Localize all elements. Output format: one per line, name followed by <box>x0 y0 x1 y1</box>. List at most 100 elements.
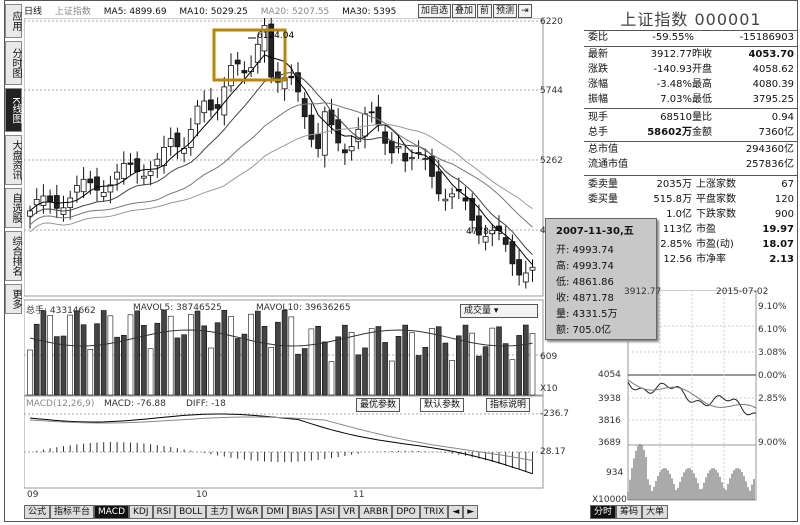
candle-body <box>462 197 469 202</box>
volume-bar <box>154 322 161 396</box>
volume-total: 总手: 43314662 <box>26 306 96 316</box>
volume-bar <box>100 310 107 396</box>
diff-value: DIFF: -18 <box>186 399 226 409</box>
indicator-tab-14[interactable]: TRIX <box>419 505 449 519</box>
volume-bar <box>268 346 274 396</box>
indicator-tab-9[interactable]: BIAS <box>287 505 317 519</box>
volume-bar <box>255 310 261 396</box>
prev-button[interactable]: 前 <box>477 4 493 18</box>
volume-bar <box>395 335 402 396</box>
candle-body <box>221 86 228 116</box>
indicator-tab-5[interactable]: BOLL <box>175 505 207 519</box>
indicator-tab-6[interactable]: 主力 <box>206 505 233 519</box>
volume-bar <box>114 336 120 396</box>
indicator-tab-16[interactable]: ► <box>463 505 479 519</box>
volume-bar <box>288 316 295 396</box>
tooltip-open: 开: 4993.74 <box>556 245 614 256</box>
zhangdie-value: -140.93 <box>653 64 692 75</box>
indicator-tab-10[interactable]: ASI <box>316 505 340 519</box>
xiadie-label: 下跌家数 <box>696 209 736 220</box>
optimal-params-button[interactable]: 最优参数 <box>356 398 401 412</box>
indicator-tab-13[interactable]: DPO <box>392 505 420 519</box>
volume-bar <box>94 323 100 396</box>
volume-bar <box>241 333 248 396</box>
indicator-tab-7[interactable]: W&R <box>232 505 263 519</box>
intraday-axis-3938: 3938 <box>598 394 621 404</box>
volume-bar <box>134 310 140 396</box>
add-favorite-button[interactable]: 加自选 <box>418 4 452 18</box>
indicator-tab-12[interactable]: ARBR <box>359 505 393 519</box>
weimai-label: 委卖量 <box>588 179 618 190</box>
shangzhang-value: 67 <box>781 179 794 190</box>
tooltip-low: 低: 4861.86 <box>556 277 614 288</box>
zuoshou-label: 昨收 <box>692 49 712 60</box>
right-tab-1[interactable]: 筹码 <box>616 505 643 519</box>
volume-dropdown[interactable]: 成交量 ▾ <box>460 304 538 318</box>
volume-bar <box>33 323 40 396</box>
shijing-label: 市净率 <box>696 254 726 265</box>
candle-body <box>375 106 382 126</box>
indicator-tab-2[interactable]: MACD <box>94 505 130 519</box>
volume-bar <box>40 310 47 396</box>
indicator-tab-4[interactable]: RSI <box>152 505 176 519</box>
liutong-value: 257836亿 <box>745 159 794 170</box>
candle-body <box>254 43 261 63</box>
volume-bar <box>455 335 462 396</box>
tab-intraday[interactable]: 分时图 <box>5 41 22 85</box>
volume-bar <box>228 316 234 396</box>
kline-chart[interactable] <box>24 18 544 505</box>
forecast-button[interactable]: 预测 <box>493 4 518 18</box>
volume-bar <box>489 327 496 396</box>
right-tab-0[interactable]: 分时 <box>590 505 617 519</box>
pingpan-value: 120 <box>774 194 794 205</box>
tab-more[interactable]: 更多 <box>5 284 22 314</box>
indicator-help-button[interactable]: 指标说明 <box>486 398 531 412</box>
shiying-label: 市盈 <box>696 224 716 235</box>
indicator-tab-0[interactable]: 公式 <box>24 505 51 519</box>
tab-market-news[interactable]: 大盘资讯 <box>5 135 22 185</box>
volume-bar <box>121 334 127 396</box>
candle-body <box>509 241 516 265</box>
volume-bar <box>469 332 476 396</box>
indicator-tab-3[interactable]: KDJ <box>129 505 153 519</box>
indicator-tab-8[interactable]: DMI <box>262 505 288 519</box>
volume-axis-x10: X10 <box>540 384 558 394</box>
price-axis-6220: 6220 <box>540 17 563 27</box>
tab-kline[interactable]: K线图 <box>5 88 22 132</box>
intraday-pct-1: 6.10% <box>758 325 787 335</box>
volume-bar <box>161 310 167 396</box>
indicator-tab-1[interactable]: 指标平台 <box>50 505 95 519</box>
volume-bars <box>27 309 536 396</box>
indicator-tab-15[interactable]: ◄ <box>448 505 464 519</box>
volume-bar <box>127 314 134 396</box>
volume-bar <box>368 328 375 396</box>
indicator-tab-11[interactable]: VR <box>339 505 360 519</box>
shiyingdong-label: 市盈(动) <box>696 239 734 250</box>
right-tab-2[interactable]: 大单 <box>642 505 669 519</box>
weibi-label: 委比 <box>588 32 608 43</box>
candle-body <box>201 100 208 114</box>
collapse-icon[interactable]: ⇥ <box>518 4 532 18</box>
shiyingdong-value: 18.07 <box>762 239 794 250</box>
xiadie-value: 900 <box>774 209 794 220</box>
tab-watchlist[interactable]: 自选股 <box>5 188 22 228</box>
intraday-price-lines <box>627 379 757 416</box>
tab-rankings[interactable]: 综合排名 <box>5 231 22 281</box>
zuixin-value: 3912.77 <box>650 49 692 60</box>
candle-body <box>348 146 355 152</box>
candle-body <box>395 145 402 149</box>
candle-body <box>328 109 335 126</box>
default-params-button[interactable]: 默认参数 <box>420 398 465 412</box>
jine-label: 金额 <box>692 127 712 138</box>
kaipan-value: 4058.62 <box>752 64 794 75</box>
volume-bar <box>315 325 321 396</box>
overlay-button[interactable]: 叠加 <box>452 4 477 18</box>
tab-apps[interactable]: 应用 <box>5 4 22 38</box>
weicha-value: -15186903 <box>739 32 794 43</box>
zuigao-label: 最高 <box>692 79 712 90</box>
volume-bar <box>402 324 409 396</box>
macd-lines <box>29 413 533 475</box>
ma20-line <box>29 102 533 228</box>
candle-body <box>268 23 275 78</box>
volume-bar <box>409 332 415 396</box>
